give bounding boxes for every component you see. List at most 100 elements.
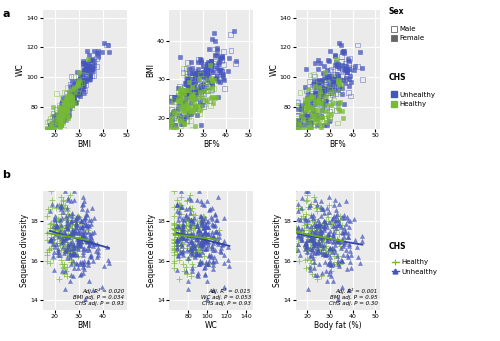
Point xyxy=(175,113,183,118)
Point xyxy=(336,262,344,267)
Point xyxy=(315,77,323,83)
Point xyxy=(170,230,178,236)
Point xyxy=(187,218,195,223)
Point xyxy=(302,246,310,251)
Point xyxy=(176,91,184,96)
Point xyxy=(340,101,348,106)
Point xyxy=(192,242,200,248)
Point xyxy=(351,238,359,243)
Point xyxy=(74,89,82,95)
Point xyxy=(344,64,352,70)
Point xyxy=(170,116,177,121)
Point xyxy=(82,77,90,83)
Point xyxy=(61,100,69,106)
Point xyxy=(356,49,364,54)
Point xyxy=(306,252,314,257)
Point xyxy=(329,247,337,253)
Point xyxy=(218,75,226,80)
Point xyxy=(46,122,54,128)
Point xyxy=(306,122,314,128)
Point xyxy=(194,270,202,276)
Point xyxy=(188,92,196,98)
Text: Adj. R² = 0.001
BMI adj. P = 0.95
CHS adj. P = 0.30: Adj. R² = 0.001 BMI adj. P = 0.95 CHS ad… xyxy=(328,288,378,306)
Point xyxy=(176,102,184,107)
Point xyxy=(168,107,175,113)
Point xyxy=(44,126,52,131)
Point xyxy=(190,234,198,240)
Point xyxy=(321,260,329,265)
Point xyxy=(198,98,206,104)
Point xyxy=(325,194,333,200)
Point xyxy=(68,239,76,244)
Point xyxy=(187,74,195,80)
Point xyxy=(310,83,318,88)
Point xyxy=(322,253,330,258)
Point xyxy=(205,80,213,86)
Point xyxy=(310,78,318,83)
Point xyxy=(61,90,69,95)
Point xyxy=(190,248,198,253)
Point xyxy=(330,62,338,68)
Point xyxy=(62,100,70,105)
Point xyxy=(290,127,298,132)
Point xyxy=(54,251,62,256)
Point xyxy=(312,222,320,228)
Point xyxy=(303,243,311,248)
Point xyxy=(57,101,65,107)
Point xyxy=(68,218,76,223)
Point xyxy=(334,264,342,269)
Point xyxy=(320,122,328,128)
Point xyxy=(294,122,302,128)
Point xyxy=(304,91,312,97)
Point xyxy=(70,87,78,92)
Point xyxy=(52,106,60,112)
Point xyxy=(324,80,332,86)
Point xyxy=(56,108,64,114)
Point xyxy=(325,79,333,84)
Point xyxy=(68,88,76,94)
Point xyxy=(70,84,78,89)
Point xyxy=(334,75,342,80)
Point xyxy=(188,85,196,90)
Point xyxy=(297,233,305,239)
Point xyxy=(310,216,318,221)
Point xyxy=(196,239,204,244)
Point xyxy=(63,222,71,227)
Point xyxy=(56,118,64,123)
Point xyxy=(74,231,82,236)
Point xyxy=(74,240,82,245)
Point xyxy=(304,264,312,269)
Point xyxy=(83,224,91,230)
Point xyxy=(177,235,185,241)
Point xyxy=(68,93,76,99)
Point xyxy=(322,115,330,121)
Point xyxy=(58,117,66,122)
Point xyxy=(78,225,86,230)
Point xyxy=(312,113,320,118)
Point xyxy=(55,117,63,123)
Point xyxy=(215,230,223,235)
Point xyxy=(184,257,192,263)
Point xyxy=(328,69,336,74)
Point xyxy=(44,249,52,255)
Point xyxy=(84,278,92,283)
Point xyxy=(194,88,202,93)
Point xyxy=(70,228,78,233)
Point xyxy=(74,79,82,85)
Point xyxy=(334,65,342,71)
Point xyxy=(208,243,216,249)
Point xyxy=(310,100,318,106)
Point xyxy=(174,85,182,91)
Point xyxy=(296,217,304,222)
Point xyxy=(176,98,184,103)
Point xyxy=(70,88,78,93)
Point xyxy=(54,240,62,245)
Point xyxy=(294,113,302,118)
Point xyxy=(193,224,201,229)
Point xyxy=(200,224,207,230)
Point xyxy=(58,234,66,240)
Point xyxy=(163,121,171,127)
Point xyxy=(49,254,57,259)
Point xyxy=(314,202,322,208)
Point xyxy=(58,209,66,214)
